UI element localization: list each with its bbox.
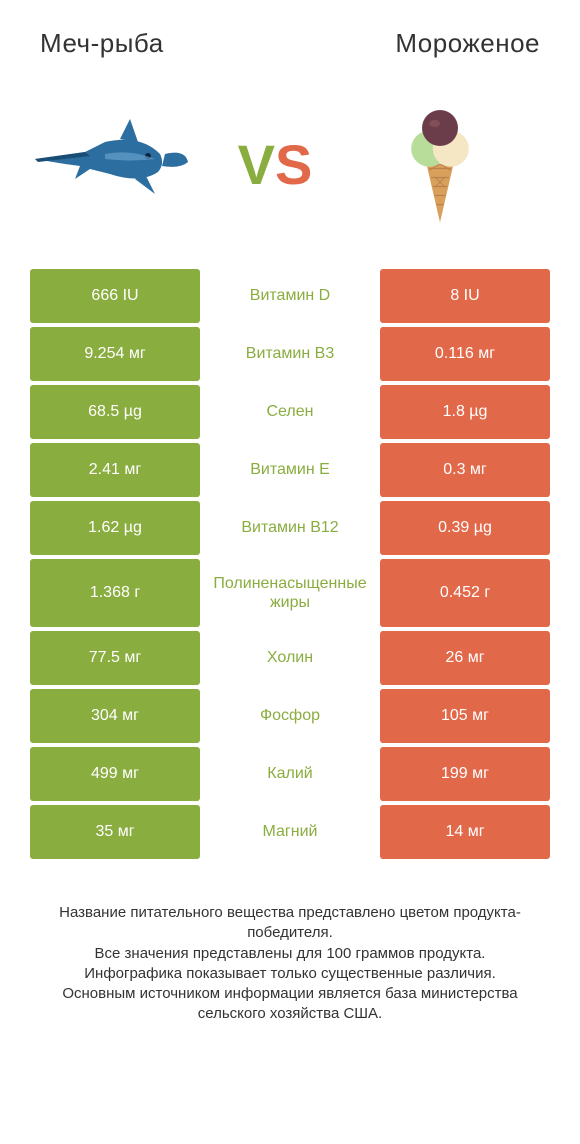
left-value-cell: 68.5 µg: [30, 385, 200, 439]
right-food-title: Мороженое: [395, 28, 540, 59]
table-row: 35 мгМагний14 мг: [30, 805, 550, 859]
left-food-title: Меч-рыба: [40, 28, 164, 59]
nutrient-label: Фосфор: [200, 689, 380, 743]
nutrient-label: Магний: [200, 805, 380, 859]
right-value-cell: 1.8 µg: [380, 385, 550, 439]
table-row: 9.254 мгВитамин B30.116 мг: [30, 327, 550, 381]
table-row: 2.41 мгВитамин E0.3 мг: [30, 443, 550, 497]
table-row: 1.368 гПолиненасыщенные жиры0.452 г: [30, 559, 550, 627]
left-value-cell: 77.5 мг: [30, 631, 200, 685]
table-row: 666 IUВитамин D8 IU: [30, 269, 550, 323]
footer-line: Название питательного вещества представл…: [30, 903, 550, 944]
table-row: 499 мгКалий199 мг: [30, 747, 550, 801]
left-value-cell: 2.41 мг: [30, 443, 200, 497]
swordfish-icon: [30, 94, 190, 234]
vs-label: VS: [238, 132, 313, 197]
footer-line: Основным источником информации является …: [30, 984, 550, 1025]
nutrient-label: Калий: [200, 747, 380, 801]
footer-notes: Название питательного вещества представл…: [0, 863, 580, 1025]
nutrient-label: Селен: [200, 385, 380, 439]
table-row: 304 мгФосфор105 мг: [30, 689, 550, 743]
footer-line: Инфографика показывает только существенн…: [30, 964, 550, 984]
vs-v: V: [238, 133, 275, 196]
left-value-cell: 499 мг: [30, 747, 200, 801]
left-value-cell: 1.62 µg: [30, 501, 200, 555]
table-row: 1.62 µgВитамин B120.39 µg: [30, 501, 550, 555]
right-value-cell: 105 мг: [380, 689, 550, 743]
nutrient-label: Витамин E: [200, 443, 380, 497]
left-value-cell: 35 мг: [30, 805, 200, 859]
table-row: 77.5 мгХолин26 мг: [30, 631, 550, 685]
left-value-cell: 9.254 мг: [30, 327, 200, 381]
left-value-cell: 304 мг: [30, 689, 200, 743]
left-value-cell: 666 IU: [30, 269, 200, 323]
vs-row: VS: [0, 69, 580, 269]
nutrient-label: Витамин B3: [200, 327, 380, 381]
nutrient-label: Полиненасыщенные жиры: [200, 559, 380, 627]
right-value-cell: 0.116 мг: [380, 327, 550, 381]
comparison-table: 666 IUВитамин D8 IU9.254 мгВитамин B30.1…: [0, 269, 580, 859]
nutrient-label: Витамин B12: [200, 501, 380, 555]
ice-cream-icon: [360, 94, 520, 234]
right-value-cell: 8 IU: [380, 269, 550, 323]
nutrient-label: Витамин D: [200, 269, 380, 323]
right-value-cell: 26 мг: [380, 631, 550, 685]
right-value-cell: 14 мг: [380, 805, 550, 859]
right-value-cell: 0.39 µg: [380, 501, 550, 555]
vs-s: S: [275, 133, 312, 196]
footer-line: Все значения представлены для 100 граммо…: [30, 944, 550, 964]
left-value-cell: 1.368 г: [30, 559, 200, 627]
nutrient-label: Холин: [200, 631, 380, 685]
right-value-cell: 199 мг: [380, 747, 550, 801]
table-row: 68.5 µgСелен1.8 µg: [30, 385, 550, 439]
header: Меч-рыба Мороженое: [0, 0, 580, 69]
right-value-cell: 0.3 мг: [380, 443, 550, 497]
right-value-cell: 0.452 г: [380, 559, 550, 627]
